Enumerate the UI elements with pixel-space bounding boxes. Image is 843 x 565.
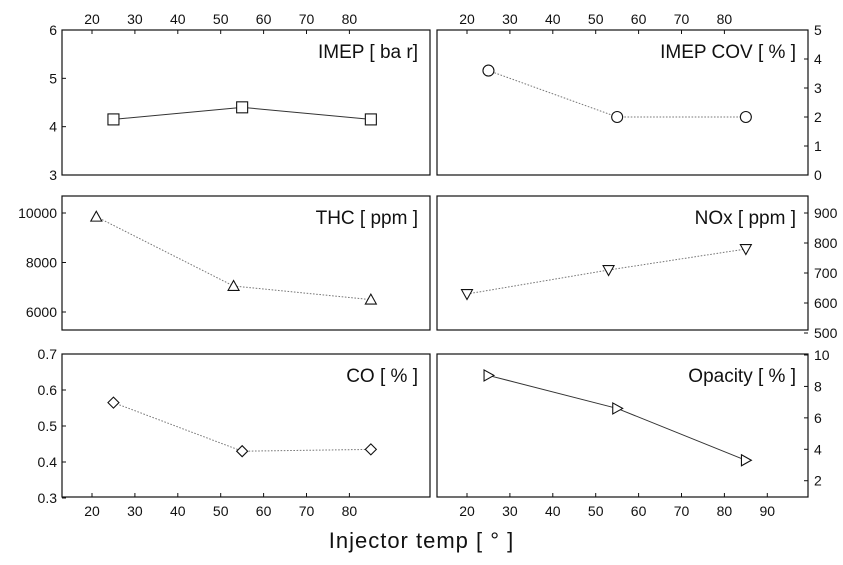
panel-title: Opacity [ % ]	[688, 366, 796, 387]
x-tick-label: 30	[127, 503, 143, 519]
x-tick-label: 20	[84, 11, 100, 27]
y-tick-label: 800	[814, 235, 838, 251]
y-tick-label: 700	[814, 265, 838, 281]
x-tick-label: 40	[545, 503, 561, 519]
data-point-triangle-right	[740, 453, 753, 467]
panel-3: 6000 8000 10000 THC [ ppm ]	[18, 195, 431, 331]
x-tick-label: 90	[760, 503, 776, 519]
panel-frame	[436, 195, 809, 331]
panel-title: NOx [ ppm ]	[695, 208, 796, 229]
x-tick-label: 60	[256, 503, 272, 519]
x-tick-label: 30	[502, 503, 518, 519]
data-point-square	[236, 101, 249, 114]
y-tick-label: 600	[814, 295, 838, 311]
y-tick-label: 3	[814, 80, 822, 96]
y-tick-label: 2	[814, 473, 822, 489]
x-tick-label: 60	[256, 11, 272, 27]
y-tick-label: 0.4	[38, 454, 58, 470]
y-tick-label: 8	[814, 378, 822, 394]
y-tick-label: 3	[49, 167, 57, 183]
x-tick-label: 40	[170, 11, 186, 27]
panel-1: 20 30 40 50 60 70 80 3 4 5 6 IMEP [ ba r]	[49, 11, 431, 183]
panel-6: 20 30 40 50 60 70 80 90 2 4 6 8 10 Opacity [ % ]	[436, 347, 830, 519]
x-axis-label: Injector temp [ ° ]	[328, 528, 515, 553]
x-tick-label: 20	[84, 503, 100, 519]
y-tick-label: 0.6	[38, 382, 58, 398]
x-tick-label: 70	[674, 503, 690, 519]
y-tick-label: 5	[814, 22, 822, 38]
x-tick-label: 80	[342, 11, 358, 27]
x-tick-label: 50	[213, 503, 229, 519]
y-tick-label: 4	[814, 441, 822, 457]
y-tick-label: 10000	[18, 205, 57, 221]
y-tick-label: 5	[49, 70, 57, 86]
x-tick-label: 80	[342, 503, 358, 519]
panel-frame	[436, 353, 809, 498]
x-tick-label: 80	[717, 503, 733, 519]
x-tick-label: 50	[588, 503, 604, 519]
y-tick-label: 900	[814, 205, 838, 221]
data-point-triangle-down	[739, 244, 753, 256]
panel-5: 20 30 40 50 60 70 80 0.3 0.4 0.5 0.6 0.7 CO [ % ]	[38, 346, 431, 519]
data-point-circle	[739, 110, 752, 124]
y-tick-label: 0.3	[38, 490, 58, 506]
data-point-diamond	[364, 443, 378, 456]
panel-title: IMEP [ ba r]	[318, 42, 418, 63]
x-tick-label: 70	[299, 503, 315, 519]
y-tick-label: 6	[49, 22, 57, 38]
panel-title: IMEP COV [ % ]	[660, 42, 796, 63]
data-point-diamond	[235, 444, 249, 458]
series-line	[488, 374, 747, 461]
x-tick-label: 40	[170, 503, 186, 519]
data-point-square	[107, 113, 120, 126]
y-tick-label: 0.7	[38, 346, 58, 362]
y-tick-label: 6000	[26, 304, 57, 320]
panel-title: CO [ % ]	[346, 366, 418, 387]
y-tick-label: 10	[814, 347, 830, 363]
x-tick-label: 30	[127, 11, 143, 27]
x-tick-label: 40	[545, 11, 561, 27]
panel-frame	[61, 29, 431, 176]
y-tick-label: 4	[49, 119, 57, 135]
series-line	[488, 70, 746, 118]
x-tick-label: 60	[631, 11, 647, 27]
data-point-circle	[611, 110, 624, 124]
panel-title: THC [ ppm ]	[316, 208, 418, 229]
data-point-triangle-up	[364, 292, 378, 305]
y-tick-label: 0	[814, 167, 822, 183]
x-tick-label: 60	[631, 503, 647, 519]
data-point-triangle-down	[602, 265, 616, 277]
panel-4: 500 600 700 800 900 NOx [ ppm ]	[436, 195, 838, 341]
y-tick-label: 4	[814, 51, 822, 67]
x-tick-label: 50	[588, 11, 604, 27]
panel-frame	[436, 29, 809, 176]
y-tick-label: 1	[814, 138, 822, 154]
data-point-triangle-right	[483, 368, 496, 382]
x-tick-label: 80	[717, 11, 733, 27]
x-tick-label: 70	[674, 11, 690, 27]
x-tick-label: 30	[502, 11, 518, 27]
y-tick-label: 2	[814, 109, 822, 125]
x-tick-label: 70	[299, 11, 315, 27]
data-point-triangle-up	[227, 279, 241, 291]
y-tick-label: 6	[814, 410, 822, 426]
data-point-diamond	[107, 396, 120, 409]
panel-2: 20 30 40 50 60 70 80 0 1 2 3 4 5 IMEP COV [ % ]	[436, 11, 822, 183]
data-point-square	[364, 113, 377, 126]
x-tick-label: 50	[213, 11, 229, 27]
y-tick-label: 0.5	[38, 418, 58, 434]
data-point-circle	[482, 64, 495, 77]
data-point-triangle-down	[460, 289, 474, 301]
data-point-triangle-right	[612, 401, 624, 415]
y-tick-label: 8000	[26, 255, 57, 271]
x-tick-label: 20	[459, 503, 475, 519]
y-tick-label: 500	[814, 325, 838, 341]
data-point-triangle-up	[89, 210, 103, 222]
series-line	[113, 402, 371, 452]
x-tick-label: 20	[459, 11, 475, 27]
